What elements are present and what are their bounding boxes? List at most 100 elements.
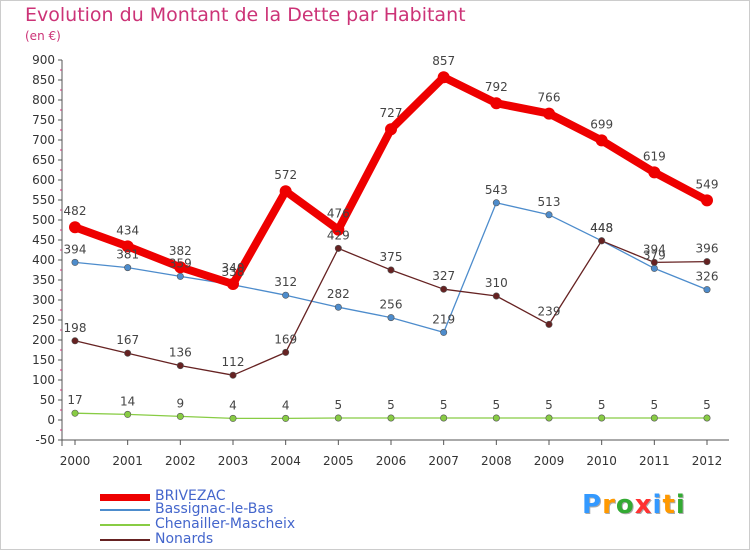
proxiti-logo: Proxiti — [582, 490, 686, 520]
data-label: 381 — [116, 248, 139, 262]
y-tick-label: 250 — [32, 313, 55, 327]
data-point — [595, 134, 608, 147]
data-point — [69, 221, 81, 234]
y-tick-label: 700 — [32, 133, 55, 147]
y-tick-label: 0 — [47, 413, 55, 427]
x-tick-label: 2007 — [428, 454, 459, 468]
data-point — [332, 223, 345, 236]
data-point — [279, 185, 292, 198]
data-label: 699 — [590, 117, 613, 131]
data-label: 482 — [64, 204, 87, 218]
chart-subtitle: (en €) — [25, 29, 61, 43]
data-label: 9 — [177, 396, 185, 410]
y-tick-label: 600 — [32, 173, 55, 187]
data-point — [545, 414, 553, 422]
data-point — [437, 71, 450, 84]
data-label: 448 — [590, 221, 613, 235]
logo-letter: t — [662, 490, 676, 520]
x-tick-label: 2010 — [586, 454, 617, 468]
x-tick-label: 2006 — [376, 454, 407, 468]
data-label: 17 — [67, 393, 82, 407]
data-point — [701, 194, 713, 207]
data-label: 312 — [274, 275, 297, 289]
data-point — [387, 314, 395, 322]
data-point — [71, 409, 79, 417]
data-point — [121, 240, 134, 253]
y-tick-label: 100 — [32, 373, 55, 387]
data-point — [545, 320, 553, 328]
data-point — [598, 414, 606, 422]
data-label: 513 — [538, 195, 561, 209]
data-point — [440, 328, 448, 336]
data-point — [334, 414, 342, 422]
x-tick-label: 2005 — [323, 454, 354, 468]
data-point — [282, 291, 290, 299]
legend-swatch — [100, 524, 150, 526]
data-point — [124, 264, 132, 272]
legend-swatch — [100, 509, 150, 511]
y-tick-label: 350 — [32, 273, 55, 287]
data-label: 792 — [485, 80, 508, 94]
data-label: 396 — [696, 242, 719, 256]
data-label: 282 — [327, 287, 350, 301]
y-tick-label: 400 — [32, 253, 55, 267]
data-label: 476 — [327, 207, 350, 221]
data-label: 167 — [116, 333, 139, 347]
data-point — [229, 371, 237, 379]
data-label: 543 — [485, 183, 508, 197]
y-tick-label: 300 — [32, 293, 55, 307]
data-label: 619 — [643, 149, 666, 163]
y-tick-label: 50 — [40, 393, 55, 407]
legend-label: Bassignac-le-Bas — [155, 501, 274, 517]
data-label: 4 — [229, 398, 237, 412]
logo-letter: o — [615, 490, 635, 520]
data-point — [648, 166, 661, 179]
data-label: 14 — [120, 394, 135, 408]
x-tick-label: 2001 — [112, 454, 143, 468]
legend-swatch — [100, 493, 150, 501]
data-label: 434 — [116, 223, 139, 237]
y-tick-label: 550 — [32, 193, 55, 207]
data-point — [703, 286, 711, 294]
y-tick-label: 150 — [32, 353, 55, 367]
y-tick-label: 850 — [32, 73, 55, 87]
x-tick-label: 2009 — [534, 454, 565, 468]
data-label: 136 — [169, 346, 192, 360]
x-tick-label: 2004 — [270, 454, 301, 468]
y-tick-label: 750 — [32, 113, 55, 127]
data-label: 379 — [643, 248, 666, 262]
data-label: 112 — [222, 355, 245, 369]
data-point — [282, 414, 290, 422]
chart-title: Evolution du Montant de la Dette par Hab… — [25, 4, 466, 26]
data-label: 572 — [274, 168, 297, 182]
data-point — [492, 414, 500, 422]
data-label: 394 — [643, 242, 666, 256]
data-point — [282, 348, 290, 356]
data-label: 256 — [380, 298, 403, 312]
data-point — [174, 261, 187, 274]
y-tick-label: 900 — [32, 53, 55, 67]
data-label: 448 — [590, 221, 613, 235]
data-label: 5 — [440, 398, 448, 412]
legend-swatch — [100, 539, 150, 541]
data-label: 857 — [432, 54, 455, 68]
data-point — [124, 410, 132, 418]
data-point — [440, 285, 448, 293]
data-point — [176, 412, 184, 420]
data-label: 219 — [432, 312, 455, 326]
data-point — [490, 97, 503, 110]
data-label: 5 — [703, 398, 711, 412]
data-label: 394 — [64, 242, 87, 256]
legend-label: BRIVEZAC — [155, 488, 226, 504]
data-label: 4 — [282, 398, 290, 412]
data-point — [227, 278, 239, 290]
logo-letter: i — [652, 490, 663, 520]
x-tick-label: 2011 — [639, 454, 670, 468]
data-label: 549 — [696, 177, 719, 191]
data-point — [440, 414, 448, 422]
data-label: 310 — [485, 276, 508, 290]
x-tick-label: 2002 — [165, 454, 196, 468]
data-point — [176, 272, 184, 280]
logo-letter: r — [602, 490, 616, 520]
y-tick-label: 450 — [32, 233, 55, 247]
